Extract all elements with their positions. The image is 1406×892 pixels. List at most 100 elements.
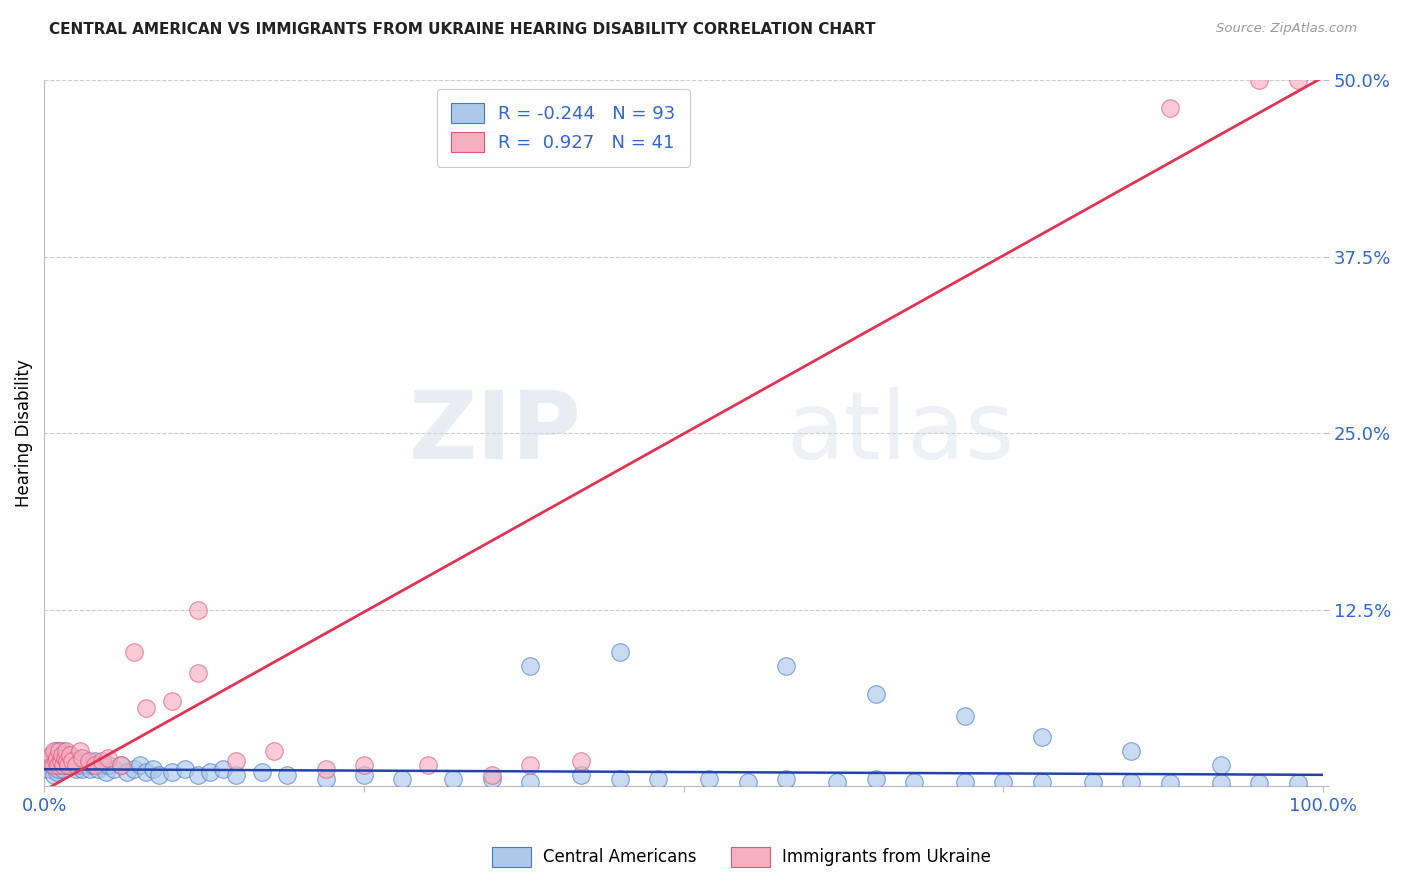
Point <box>48 744 70 758</box>
Point <box>697 772 720 786</box>
Point <box>65 762 87 776</box>
Point <box>52 744 75 758</box>
Legend: R = -0.244   N = 93, R =  0.927   N = 41: R = -0.244 N = 93, R = 0.927 N = 41 <box>437 89 690 167</box>
Point <box>56 754 79 768</box>
Point <box>46 747 69 762</box>
Point <box>609 645 631 659</box>
Point <box>53 758 76 772</box>
Point <box>135 701 157 715</box>
Point <box>212 762 235 776</box>
Point <box>52 754 75 768</box>
Point <box>53 751 76 765</box>
Point <box>481 772 503 786</box>
Point <box>72 762 94 776</box>
Point <box>865 772 887 786</box>
Point <box>353 768 375 782</box>
Text: ZIP: ZIP <box>409 387 581 479</box>
Point <box>775 772 797 786</box>
Text: Source: ZipAtlas.com: Source: ZipAtlas.com <box>1216 22 1357 36</box>
Point <box>44 768 66 782</box>
Point <box>263 744 285 758</box>
Point <box>76 758 98 772</box>
Point <box>90 754 112 768</box>
Point <box>69 758 91 772</box>
Y-axis label: Hearing Disability: Hearing Disability <box>15 359 32 507</box>
Text: Immigrants from Ukraine: Immigrants from Ukraine <box>782 848 991 866</box>
Point <box>647 772 669 786</box>
Point <box>45 751 67 765</box>
Point <box>187 602 209 616</box>
Point <box>97 751 120 765</box>
Point <box>1081 775 1104 789</box>
Point <box>1159 101 1181 115</box>
Point <box>45 758 67 772</box>
Point <box>56 758 79 772</box>
Point <box>84 758 107 772</box>
Point <box>51 751 73 765</box>
Point <box>160 764 183 779</box>
Point <box>865 687 887 701</box>
Point <box>481 768 503 782</box>
Point <box>58 758 80 772</box>
Point <box>45 754 67 768</box>
Point <box>1031 730 1053 744</box>
Point <box>903 775 925 789</box>
Point <box>37 754 59 768</box>
Point <box>737 775 759 789</box>
Point <box>1121 775 1143 789</box>
Point <box>59 747 82 762</box>
Point <box>953 775 976 789</box>
Point <box>52 758 75 772</box>
Point <box>225 768 247 782</box>
Point <box>97 758 120 772</box>
Point <box>90 758 112 772</box>
Point <box>993 775 1015 789</box>
Point <box>55 744 77 758</box>
Point <box>1286 776 1309 790</box>
Point <box>1249 73 1271 87</box>
Point <box>609 772 631 786</box>
Point <box>315 772 337 786</box>
Point <box>45 754 67 768</box>
Point <box>60 754 83 768</box>
Point <box>42 758 65 772</box>
Text: Central Americans: Central Americans <box>543 848 696 866</box>
Point <box>49 754 72 768</box>
Point <box>1121 744 1143 758</box>
Point <box>52 762 75 776</box>
Point <box>225 754 247 768</box>
Point <box>56 747 79 762</box>
Point <box>187 768 209 782</box>
Point <box>72 751 94 765</box>
Point <box>58 754 80 768</box>
Point <box>315 762 337 776</box>
Point <box>775 659 797 673</box>
Point <box>48 751 70 765</box>
Point <box>391 772 413 786</box>
Point <box>129 758 152 772</box>
Point <box>1286 73 1309 87</box>
Point <box>73 754 96 768</box>
Point <box>94 764 117 779</box>
Point <box>60 758 83 772</box>
Point <box>44 751 66 765</box>
Point <box>82 758 104 772</box>
Point <box>1159 776 1181 790</box>
Point <box>173 762 195 776</box>
Point <box>39 747 62 762</box>
Point <box>200 764 222 779</box>
Point <box>59 747 82 762</box>
Point <box>569 754 592 768</box>
Point <box>42 747 65 762</box>
Point <box>55 751 77 765</box>
Point <box>79 762 101 776</box>
Point <box>67 754 90 768</box>
Point <box>66 758 89 772</box>
Point <box>148 768 170 782</box>
Point <box>519 775 541 789</box>
Point <box>103 762 125 776</box>
Point <box>69 744 91 758</box>
Point <box>49 758 72 772</box>
Point <box>63 754 86 768</box>
Point <box>39 754 62 768</box>
